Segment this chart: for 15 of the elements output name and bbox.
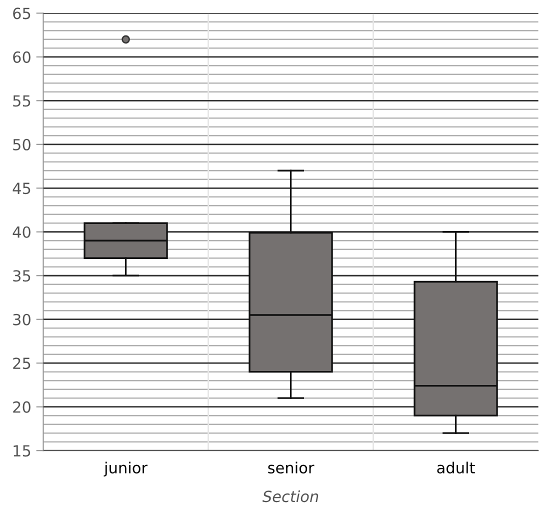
y-tick-label: 65 — [13, 8, 30, 20]
y-tick-label: 50 — [13, 138, 30, 150]
y-tick-label: 30 — [13, 314, 30, 326]
x-tick-label: junior — [104, 462, 148, 476]
x-tick-label: adult — [437, 462, 475, 474]
y-tick-label: 25 — [13, 358, 30, 370]
y-tick-label: 15 — [14, 445, 30, 457]
x-tick-label: senior — [268, 462, 314, 474]
y-tick-label: 45 — [12, 182, 30, 194]
y-tick-label: 55 — [13, 95, 30, 107]
y-tick-label: 35 — [13, 270, 30, 282]
y-tick-label: 60 — [13, 51, 30, 63]
y-tick-label: 40 — [12, 226, 30, 238]
x-axis-title: Section — [262, 490, 318, 502]
y-tick-label: 20 — [13, 401, 30, 413]
